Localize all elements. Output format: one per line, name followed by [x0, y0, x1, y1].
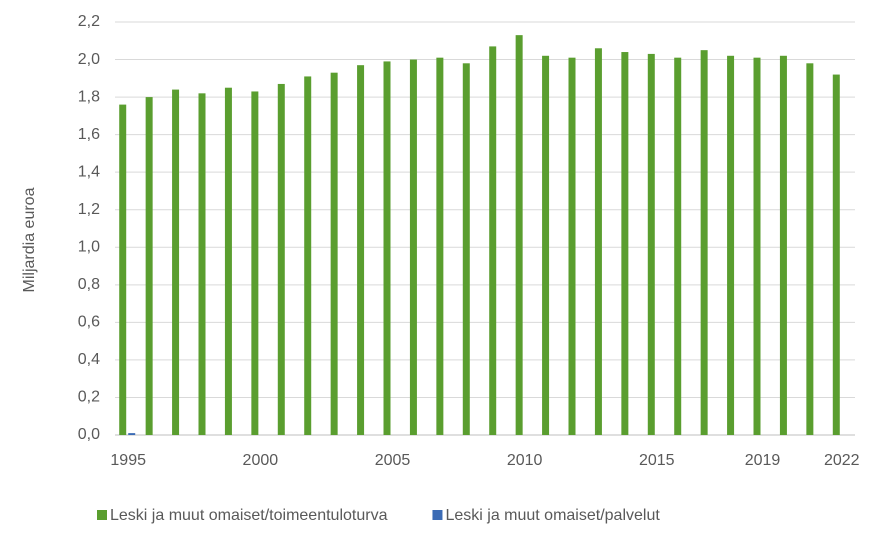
- y-axis-label: Miljardia euroa: [21, 187, 38, 292]
- bar: [779, 55, 787, 436]
- bar: [621, 52, 629, 435]
- y-tick-label: 0,4: [78, 351, 100, 368]
- bar: [489, 46, 497, 436]
- bar: [330, 72, 338, 435]
- legend-swatch: [432, 510, 443, 520]
- x-tick-label: 2005: [375, 452, 411, 469]
- bar: [727, 55, 735, 436]
- y-tick-label: 0,2: [78, 389, 100, 406]
- y-tick-label: 1,4: [78, 163, 100, 180]
- y-tick-label: 1,6: [78, 126, 100, 143]
- bar: [542, 55, 550, 436]
- bar: [409, 59, 417, 435]
- bar: [145, 97, 153, 435]
- bar: [304, 76, 312, 435]
- bar: [251, 91, 259, 435]
- bar: [172, 89, 180, 435]
- legend-label: Leski ja muut omaiset/palvelut: [445, 507, 660, 524]
- legend-label: Leski ja muut omaiset/toimeentuloturva: [110, 507, 388, 524]
- x-tick-label: 1995: [110, 452, 146, 469]
- bar: [198, 93, 206, 435]
- bar: [436, 57, 444, 435]
- y-tick-label: 1,2: [78, 201, 100, 218]
- bar: [832, 74, 840, 436]
- y-tick-label: 0,8: [78, 276, 100, 293]
- legend-swatch: [97, 510, 107, 520]
- y-tick-label: 1,8: [78, 88, 100, 105]
- bar: [277, 83, 285, 435]
- bar: [647, 53, 655, 435]
- bar: [462, 63, 470, 436]
- bar: [119, 104, 127, 435]
- x-tick-label: 2019: [745, 452, 781, 469]
- bar: [515, 35, 523, 436]
- bar: [383, 61, 391, 435]
- y-tick-label: 0,0: [78, 426, 100, 443]
- bar: [700, 50, 708, 436]
- bar: [753, 57, 761, 435]
- bar: [357, 65, 365, 435]
- bar: [568, 57, 576, 435]
- x-tick-label: 2000: [243, 452, 279, 469]
- bar: [128, 433, 136, 435]
- y-tick-label: 2,0: [78, 51, 100, 68]
- bar: [224, 87, 232, 436]
- bar: [674, 57, 682, 435]
- y-tick-label: 2,2: [78, 13, 100, 30]
- y-tick-label: 0,6: [78, 314, 100, 331]
- x-tick-label: 2022: [824, 452, 860, 469]
- bar: [806, 63, 814, 436]
- x-tick-label: 2015: [639, 452, 675, 469]
- y-tick-label: 1,0: [78, 238, 100, 255]
- x-tick-label: 2010: [507, 452, 543, 469]
- bar: [594, 48, 602, 435]
